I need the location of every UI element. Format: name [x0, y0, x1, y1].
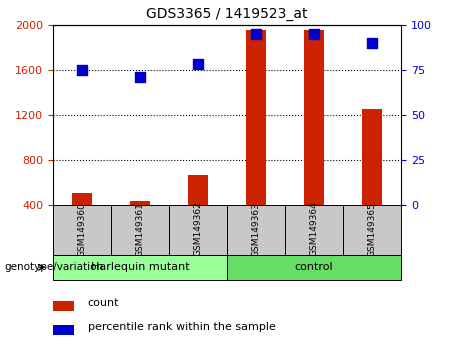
Text: GSM149361: GSM149361 — [136, 202, 145, 257]
Text: GSM149363: GSM149363 — [252, 202, 260, 257]
Bar — [111, 205, 169, 255]
Text: GSM149360: GSM149360 — [77, 202, 87, 257]
Text: GSM149365: GSM149365 — [367, 202, 377, 257]
Bar — [343, 205, 401, 255]
Text: count: count — [88, 298, 119, 308]
Bar — [53, 301, 74, 311]
Bar — [130, 201, 150, 251]
Bar — [72, 193, 92, 251]
Text: percentile rank within the sample: percentile rank within the sample — [88, 321, 276, 332]
Point — [368, 40, 376, 46]
Bar — [304, 30, 324, 251]
Point — [136, 74, 144, 80]
Bar — [188, 176, 208, 251]
Bar — [246, 30, 266, 251]
Point — [310, 31, 318, 37]
Text: control: control — [295, 262, 333, 272]
Bar — [227, 255, 401, 280]
Text: Harlequin mutant: Harlequin mutant — [91, 262, 189, 272]
Text: genotype/variation: genotype/variation — [5, 262, 104, 272]
Bar — [53, 325, 74, 335]
Bar — [169, 205, 227, 255]
Bar — [53, 255, 227, 280]
Bar — [227, 205, 285, 255]
Text: GSM149364: GSM149364 — [309, 202, 319, 257]
Bar — [362, 109, 382, 251]
Bar — [53, 205, 111, 255]
Point — [78, 67, 86, 73]
Title: GDS3365 / 1419523_at: GDS3365 / 1419523_at — [146, 7, 308, 21]
Bar — [285, 205, 343, 255]
Point — [252, 31, 260, 37]
Text: GSM149362: GSM149362 — [194, 202, 202, 257]
Point — [195, 62, 202, 67]
